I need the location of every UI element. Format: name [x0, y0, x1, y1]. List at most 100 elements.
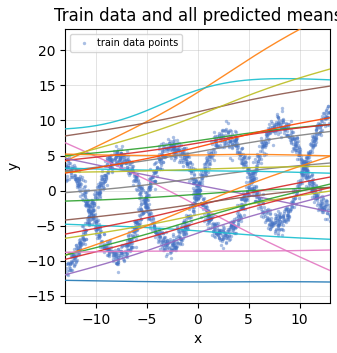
train data points — [188, 175, 194, 181]
train data points — [216, 130, 221, 136]
train data points — [321, 204, 327, 209]
train data points — [294, 188, 300, 194]
train data points — [184, 225, 189, 231]
train data points — [164, 146, 170, 152]
train data points — [228, 223, 234, 229]
train data points — [63, 164, 68, 169]
train data points — [302, 163, 308, 168]
train data points — [209, 154, 214, 160]
train data points — [310, 181, 315, 187]
train data points — [119, 254, 124, 260]
train data points — [298, 146, 303, 152]
train data points — [211, 225, 216, 231]
train data points — [156, 236, 161, 242]
train data points — [290, 199, 296, 205]
train data points — [136, 192, 142, 197]
train data points — [76, 250, 82, 256]
train data points — [147, 212, 152, 217]
train data points — [306, 150, 312, 156]
train data points — [314, 183, 319, 189]
train data points — [63, 168, 68, 174]
train data points — [205, 213, 210, 218]
train data points — [186, 222, 191, 227]
train data points — [104, 155, 110, 161]
train data points — [220, 238, 225, 244]
train data points — [249, 187, 254, 192]
train data points — [303, 171, 308, 176]
train data points — [132, 225, 137, 231]
train data points — [218, 242, 223, 248]
train data points — [183, 145, 189, 151]
train data points — [63, 156, 68, 161]
train data points — [97, 225, 103, 230]
train data points — [236, 216, 242, 222]
train data points — [113, 158, 118, 164]
train data points — [196, 180, 201, 186]
train data points — [82, 237, 87, 242]
train data points — [72, 172, 78, 178]
train data points — [74, 179, 80, 184]
train data points — [266, 131, 271, 136]
train data points — [85, 198, 91, 204]
train data points — [229, 141, 235, 147]
train data points — [205, 217, 210, 223]
train data points — [227, 138, 233, 144]
train data points — [160, 159, 165, 164]
train data points — [321, 120, 327, 125]
train data points — [132, 226, 137, 232]
train data points — [116, 152, 121, 158]
train data points — [238, 157, 244, 163]
train data points — [317, 202, 322, 208]
train data points — [96, 183, 102, 189]
train data points — [128, 232, 133, 238]
train data points — [292, 143, 297, 148]
train data points — [314, 122, 320, 128]
train data points — [177, 148, 182, 153]
train data points — [279, 218, 284, 224]
train data points — [238, 197, 244, 202]
train data points — [129, 224, 134, 230]
train data points — [152, 229, 157, 235]
train data points — [293, 191, 298, 197]
train data points — [75, 247, 81, 253]
train data points — [286, 132, 291, 138]
train data points — [97, 186, 103, 192]
train data points — [286, 134, 291, 139]
train data points — [148, 187, 153, 192]
train data points — [275, 115, 280, 120]
train data points — [210, 146, 215, 151]
train data points — [305, 162, 310, 167]
train data points — [212, 149, 217, 155]
train data points — [225, 140, 231, 146]
train data points — [213, 234, 218, 240]
train data points — [226, 233, 232, 239]
train data points — [181, 229, 187, 234]
train data points — [167, 240, 172, 245]
train data points — [312, 199, 317, 205]
train data points — [216, 144, 221, 150]
train data points — [326, 109, 332, 115]
train data points — [253, 160, 258, 165]
train data points — [170, 238, 176, 244]
train data points — [253, 195, 259, 200]
train data points — [63, 178, 68, 184]
train data points — [323, 203, 329, 209]
train data points — [277, 124, 283, 130]
train data points — [69, 252, 75, 258]
train data points — [168, 256, 174, 261]
train data points — [267, 127, 272, 132]
train data points — [216, 229, 222, 235]
train data points — [247, 170, 253, 176]
train data points — [289, 129, 295, 134]
train data points — [190, 204, 195, 210]
train data points — [89, 221, 95, 227]
train data points — [160, 231, 165, 236]
train data points — [65, 156, 70, 162]
train data points — [210, 152, 215, 157]
train data points — [163, 154, 168, 160]
train data points — [118, 156, 123, 162]
train data points — [254, 164, 259, 170]
train data points — [63, 167, 68, 173]
train data points — [76, 181, 82, 187]
train data points — [230, 222, 235, 228]
